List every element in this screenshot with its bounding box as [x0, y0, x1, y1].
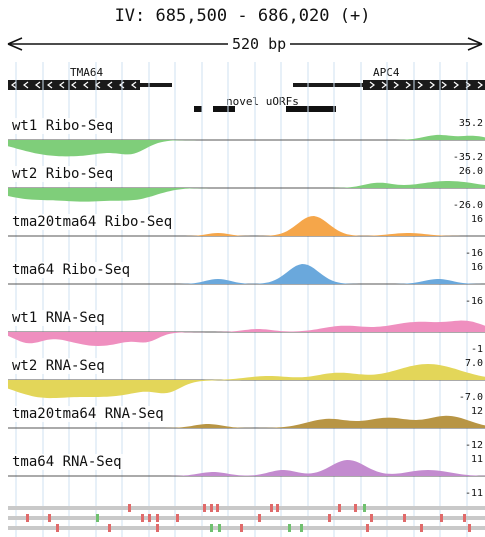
feature-mark	[156, 514, 159, 522]
feature-mark	[328, 514, 331, 522]
feature-lane	[8, 526, 485, 530]
coverage-forward	[8, 320, 485, 332]
feature-mark	[370, 514, 373, 522]
uorf-bars	[194, 106, 336, 112]
feature-mark	[403, 514, 406, 522]
feature-mark	[363, 504, 366, 512]
track-min-value: -1	[470, 344, 483, 355]
track-max-value: 7.0	[464, 358, 483, 369]
track-label: tma64 RNA-Seq	[10, 454, 124, 470]
track-label: wt2 Ribo-Seq	[10, 166, 116, 182]
track-label: tma20tma64 RNA-Seq	[10, 406, 166, 422]
feature-mark	[141, 514, 144, 522]
feature-mark	[96, 514, 99, 522]
feature-mark	[258, 514, 261, 522]
coverage-forward	[8, 181, 485, 188]
gene-annotation-track: TMA64 APC4	[8, 66, 485, 118]
track-label: tma64 Ribo-Seq	[10, 262, 133, 278]
gene-model-tma64	[8, 80, 172, 90]
track-min-value: -16	[464, 296, 483, 307]
track-min-value: -12	[464, 440, 483, 451]
scale-bar: 520 bp	[6, 33, 485, 55]
track-max-value: 35.2	[458, 118, 483, 129]
feature-mark	[216, 504, 219, 512]
feature-mark	[420, 524, 423, 532]
feature-lane	[8, 516, 485, 520]
coverage-forward	[8, 264, 485, 284]
feature-mark	[463, 514, 466, 522]
feature-mark	[354, 504, 357, 512]
feature-mark	[270, 504, 273, 512]
track-max-value: 11	[470, 454, 483, 465]
feature-mark	[468, 524, 471, 532]
feature-mark	[176, 514, 179, 522]
track-max-value: 12	[470, 406, 483, 417]
gene-label-tma64: TMA64	[70, 66, 104, 79]
gene-label-apc4: APC4	[373, 66, 400, 79]
left-arrow-icon	[7, 37, 23, 51]
feature-mark	[56, 524, 59, 532]
track-min-value: -11	[464, 488, 483, 499]
track-label: wt2 RNA-Seq	[10, 358, 107, 374]
feature-mark	[210, 504, 213, 512]
track-max-value: 26.0	[458, 166, 483, 177]
track-max-value: 16	[470, 214, 483, 225]
feature-mark	[276, 504, 279, 512]
feature-mark	[366, 524, 369, 532]
gene-model-apc4	[293, 80, 485, 90]
feature-mark	[440, 514, 443, 522]
coverage-forward	[8, 134, 485, 140]
right-arrow-icon	[467, 37, 483, 51]
feature-mark	[300, 524, 303, 532]
region-title: IV: 685,500 - 686,020 (+)	[114, 6, 371, 26]
scale-label: 520 bp	[228, 35, 291, 53]
track-min-value: -26.0	[452, 200, 483, 211]
feature-lane	[8, 506, 485, 510]
track-label: wt1 Ribo-Seq	[10, 118, 116, 134]
feature-mark	[338, 504, 341, 512]
track-label: tma20tma64 Ribo-Seq	[10, 214, 175, 230]
feature-mark	[203, 504, 206, 512]
coverage-browser	[8, 62, 485, 537]
coverage-reverse	[8, 380, 485, 399]
feature-mark	[210, 524, 213, 532]
feature-mark	[26, 514, 29, 522]
coverage-reverse	[8, 140, 485, 157]
feature-mark	[218, 524, 221, 532]
feature-mark	[128, 504, 131, 512]
track-min-value: -16	[464, 248, 483, 259]
coverage-forward	[8, 460, 485, 476]
feature-mark	[288, 524, 291, 532]
feature-mark	[48, 514, 51, 522]
feature-mark	[240, 524, 243, 532]
track-max-value: 16	[470, 262, 483, 273]
feature-mark	[108, 524, 111, 532]
feature-mark	[156, 524, 159, 532]
track-label: wt1 RNA-Seq	[10, 310, 107, 326]
coverage-reverse	[8, 188, 485, 202]
coverage-reverse	[8, 332, 485, 346]
coverage-forward	[8, 415, 485, 428]
track-min-value: -7.0	[458, 392, 483, 403]
coverage-forward	[8, 364, 485, 380]
feature-mark	[148, 514, 151, 522]
track-min-value: -35.2	[452, 152, 483, 163]
